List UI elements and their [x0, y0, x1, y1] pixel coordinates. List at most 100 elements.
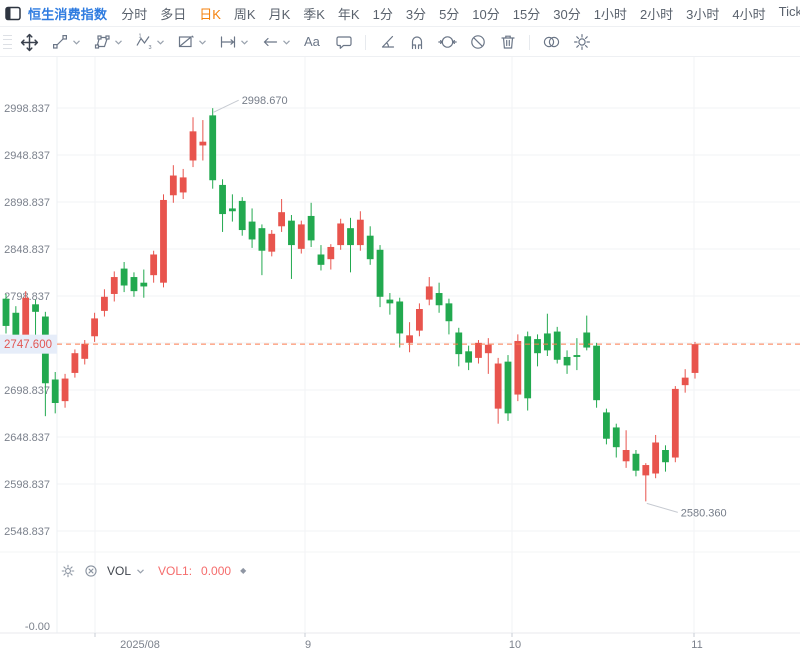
candle-body: [169, 175, 177, 196]
y-axis-label: 2648.837: [4, 432, 50, 444]
period-tab-4[interactable]: 周K: [233, 6, 256, 22]
magnet-tool-button[interactable]: [402, 33, 432, 51]
candle-body: [583, 332, 591, 348]
candle-body: [258, 228, 266, 251]
settings-button[interactable]: [567, 33, 597, 51]
arrow-left-icon: [263, 37, 278, 47]
toolbar-grip-icon[interactable]: [1, 33, 14, 51]
period-tab-13[interactable]: 30分: [553, 6, 581, 22]
candle-body: [642, 465, 650, 476]
candle-body: [691, 344, 699, 373]
period-tab-14[interactable]: 1小时: [593, 6, 627, 22]
candle-body: [356, 219, 364, 246]
candle-body: [238, 200, 246, 231]
period-tab-2[interactable]: 多日: [160, 6, 187, 22]
y-axis-label: 2998.837: [4, 103, 50, 115]
candle-body: [553, 331, 561, 360]
period-tab-6[interactable]: 季K: [303, 6, 325, 22]
vol-indicator-label[interactable]: VOL: [107, 564, 132, 578]
candle-body: [524, 336, 532, 399]
period-tab-8[interactable]: 1分: [372, 6, 393, 22]
polygon-icon: [94, 35, 110, 49]
candle-body: [445, 303, 453, 322]
angle-tool-button[interactable]: [372, 33, 402, 51]
x-axis-label: 9: [305, 639, 311, 651]
pattern-tool-button[interactable]: [171, 33, 213, 51]
symbol-title[interactable]: 恒生消费指数: [28, 6, 108, 22]
candle-body: [278, 212, 286, 227]
candle-body: [179, 177, 187, 193]
magnet-icon: [411, 36, 423, 50]
period-tab-3[interactable]: 日K: [199, 6, 221, 22]
candle-body: [51, 379, 59, 404]
polygon-tool-button[interactable]: [87, 33, 129, 51]
y-axis-label: 2598.837: [4, 479, 50, 491]
callout-tool-button[interactable]: [329, 33, 359, 51]
y-axis-label: 2848.837: [4, 244, 50, 256]
candle-body: [120, 268, 128, 286]
y-axis-label: 2898.837: [4, 197, 50, 209]
candle-body: [376, 249, 384, 297]
panel-split-icon[interactable]: [5, 6, 21, 21]
candle-body: [475, 342, 482, 358]
period-tab-5[interactable]: 月K: [268, 6, 291, 22]
period-tab-17[interactable]: 4小时: [732, 6, 766, 22]
trend-line-tool-button[interactable]: [45, 33, 87, 51]
candle-body: [32, 304, 39, 312]
vol-chevron-down-icon[interactable]: [136, 567, 145, 575]
candle-body: [61, 378, 69, 402]
candle-body: [494, 363, 502, 409]
compare-tool-button[interactable]: [536, 33, 567, 51]
text-tool-icon: Aa: [304, 34, 321, 49]
candle-body: [425, 286, 433, 300]
callout-bubble-icon: [336, 36, 352, 49]
candle-body: [484, 344, 492, 354]
gear-icon: [574, 34, 590, 50]
vol-series-value: 0.000: [201, 564, 232, 578]
low-leader-line: [646, 502, 678, 513]
delete-drawings-tool-button[interactable]: [493, 33, 523, 51]
x-axis-label: 10: [509, 639, 521, 651]
period-tab-10[interactable]: 5分: [439, 6, 460, 22]
y-axis-label: 2548.837: [4, 526, 50, 538]
candle-body: [681, 377, 689, 386]
period-tab-12[interactable]: 15分: [512, 6, 541, 22]
hide-drawings-tool-button[interactable]: [463, 33, 493, 51]
period-tabs: 分时 多日 日K 周K 月K 季K 年K 1分 3分 5分 10分 15分 30分 1小时 2小时 3小时 4小…: [121, 4, 800, 23]
measure-range-icon: [220, 36, 236, 48]
low-annotation: 2580.360: [681, 507, 727, 519]
move-tool-button[interactable]: [14, 33, 45, 52]
period-tab-15[interactable]: 2小时: [639, 6, 674, 22]
candle-body: [91, 318, 98, 337]
measure-tool-button[interactable]: [213, 33, 255, 51]
arrow-tool-button[interactable]: [255, 33, 297, 51]
candle-body: [622, 450, 630, 462]
period-tab-7[interactable]: 年K: [337, 6, 360, 22]
period-tab-11[interactable]: 10分: [472, 6, 500, 22]
chevron-down-icon: [157, 40, 164, 45]
candle-body: [307, 215, 315, 241]
candle-body: [347, 228, 354, 246]
wave-tool-button[interactable]: 1 3: [129, 33, 171, 51]
candle-body: [504, 361, 512, 414]
period-tab-1[interactable]: 分时: [121, 6, 148, 22]
candlestick-chart[interactable]: 2998.837 2948.837 2898.837 2848.837 2798.837…: [0, 57, 800, 655]
candle-body: [632, 453, 640, 471]
high-annotation: 2998.670: [242, 95, 288, 107]
candle-body: [12, 312, 20, 337]
svg-text:1: 1: [139, 34, 142, 40]
toolbar-divider: [365, 34, 366, 50]
vol-close-icon[interactable]: [84, 564, 98, 578]
y-axis-label: 2698.837: [4, 385, 50, 397]
text-tool-button[interactable]: Aa: [297, 33, 329, 51]
candle-body: [662, 450, 669, 463]
period-tab-18[interactable]: Tick: [778, 3, 800, 19]
candle-body: [160, 199, 167, 283]
vol-series-label: VOL1:: [158, 564, 193, 578]
period-tab-16[interactable]: 3小时: [686, 6, 720, 22]
period-tab-9[interactable]: 3分: [405, 6, 427, 22]
vol-settings-icon[interactable]: [61, 564, 75, 578]
continuous-drawing-tool-button[interactable]: [432, 33, 463, 51]
candle-body: [573, 355, 581, 357]
candle-body: [435, 293, 443, 306]
